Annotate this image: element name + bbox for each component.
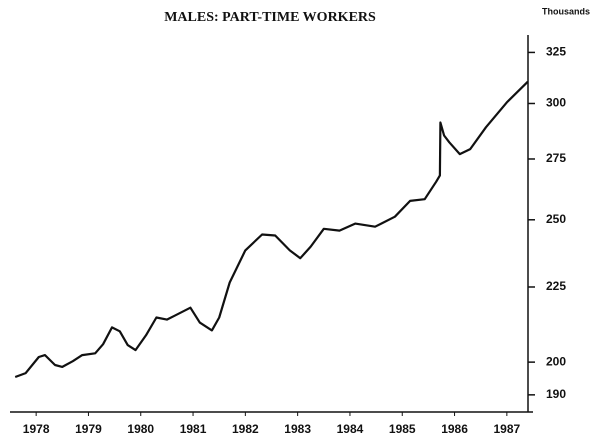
y-tick-label: 225 (546, 279, 566, 293)
x-tick-label: 1978 (23, 422, 50, 436)
y-tick-label: 250 (546, 212, 566, 226)
chart-title: MALES: PART-TIME WORKERS (164, 10, 376, 25)
x-tick-label: 1981 (180, 422, 207, 436)
x-tick-label: 1983 (284, 422, 311, 436)
y-tick-label: 275 (546, 151, 566, 165)
line-series (14, 80, 529, 379)
x-tick-label: 1986 (441, 422, 468, 436)
x-tick-label: 1984 (337, 422, 364, 436)
x-tick-label: 1987 (493, 422, 520, 436)
x-tick-label: 1982 (232, 422, 259, 436)
y-unit: Thousands (542, 6, 590, 16)
x-tick-label: 1980 (127, 422, 154, 436)
x-tick-label: 1979 (75, 422, 102, 436)
y-tick-label: 300 (546, 96, 566, 110)
y-tick-label: 325 (546, 45, 566, 59)
y-tick-label: 200 (546, 354, 566, 368)
y-tick-label: 190 (546, 387, 566, 401)
x-tick-label: 1985 (389, 422, 416, 436)
